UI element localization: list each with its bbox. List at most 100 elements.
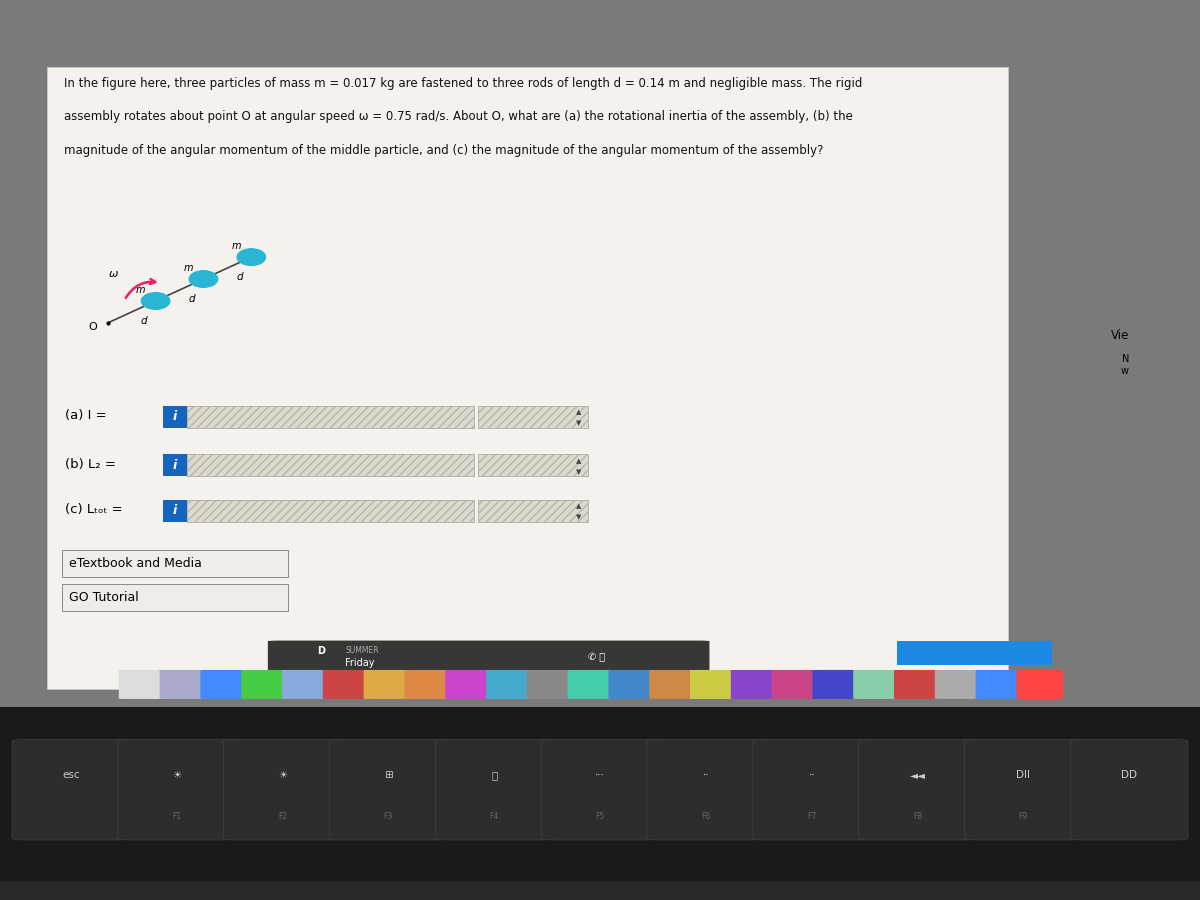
Text: ω: ω	[108, 269, 118, 279]
Text: In the figure here, three particles of mass m = 0.017 kg are fastened to three r: In the figure here, three particles of m…	[64, 76, 862, 90]
Text: ▲: ▲	[576, 458, 582, 464]
Text: DD: DD	[1121, 770, 1138, 780]
Text: magnitude of the angular momentum of the middle particle, and (c) the magnitude : magnitude of the angular momentum of the…	[64, 144, 823, 158]
Text: d: d	[140, 316, 148, 326]
Text: ⎕: ⎕	[491, 770, 497, 780]
Text: F5: F5	[595, 813, 605, 822]
FancyBboxPatch shape	[404, 670, 451, 699]
FancyBboxPatch shape	[364, 670, 410, 699]
FancyBboxPatch shape	[894, 670, 941, 699]
FancyBboxPatch shape	[0, 880, 1200, 900]
Text: Vie: Vie	[1110, 329, 1129, 342]
FancyBboxPatch shape	[62, 550, 288, 577]
FancyBboxPatch shape	[608, 670, 655, 699]
Text: F4: F4	[490, 813, 499, 822]
Text: N
w: N w	[1121, 355, 1129, 376]
FancyBboxPatch shape	[163, 500, 187, 522]
Text: F6: F6	[701, 813, 710, 822]
FancyBboxPatch shape	[976, 670, 1022, 699]
FancyBboxPatch shape	[323, 670, 370, 699]
Text: ◄◄: ◄◄	[910, 770, 925, 780]
Text: ⊞: ⊞	[384, 770, 392, 780]
Text: m: m	[184, 263, 193, 273]
FancyBboxPatch shape	[223, 740, 341, 840]
FancyBboxPatch shape	[187, 454, 474, 476]
FancyBboxPatch shape	[478, 500, 588, 522]
FancyBboxPatch shape	[187, 500, 474, 522]
FancyBboxPatch shape	[47, 67, 1008, 689]
Text: (b) L₂ =: (b) L₂ =	[65, 458, 115, 471]
Text: esc: esc	[62, 770, 79, 780]
Circle shape	[236, 248, 265, 266]
FancyBboxPatch shape	[282, 670, 329, 699]
Text: O: O	[88, 322, 97, 332]
Circle shape	[142, 292, 170, 310]
FancyBboxPatch shape	[478, 406, 588, 428]
FancyBboxPatch shape	[478, 454, 588, 476]
FancyBboxPatch shape	[935, 670, 982, 699]
Text: d: d	[236, 273, 242, 283]
Text: D: D	[318, 645, 325, 656]
FancyBboxPatch shape	[200, 670, 247, 699]
FancyBboxPatch shape	[486, 670, 533, 699]
FancyBboxPatch shape	[62, 584, 288, 611]
Text: ▼: ▼	[576, 469, 582, 475]
Text: ▼: ▼	[576, 514, 582, 520]
Text: Friday: Friday	[346, 658, 374, 668]
Text: ☀: ☀	[278, 770, 287, 780]
FancyBboxPatch shape	[445, 670, 492, 699]
FancyBboxPatch shape	[119, 670, 166, 699]
FancyBboxPatch shape	[1016, 670, 1063, 699]
FancyBboxPatch shape	[527, 670, 574, 699]
Text: eTextbook and Media: eTextbook and Media	[70, 557, 202, 570]
FancyBboxPatch shape	[163, 406, 187, 428]
Text: SUMMER: SUMMER	[346, 646, 379, 655]
FancyBboxPatch shape	[541, 740, 659, 840]
Text: ⋅⋅: ⋅⋅	[702, 770, 709, 780]
FancyBboxPatch shape	[1070, 740, 1188, 840]
Text: m: m	[136, 284, 145, 294]
FancyBboxPatch shape	[898, 641, 1051, 665]
FancyBboxPatch shape	[436, 740, 553, 840]
Circle shape	[190, 271, 218, 287]
FancyBboxPatch shape	[163, 454, 187, 476]
Text: ▼: ▼	[576, 420, 582, 427]
Text: F8: F8	[913, 813, 922, 822]
FancyBboxPatch shape	[160, 670, 206, 699]
FancyBboxPatch shape	[772, 670, 818, 699]
Text: F3: F3	[384, 813, 392, 822]
Text: (a) I =: (a) I =	[65, 410, 107, 422]
Text: i: i	[173, 410, 178, 423]
Text: GO Tutorial: GO Tutorial	[70, 591, 139, 604]
FancyBboxPatch shape	[187, 406, 474, 428]
FancyBboxPatch shape	[241, 670, 288, 699]
FancyBboxPatch shape	[568, 670, 614, 699]
Text: m: m	[232, 241, 241, 251]
Text: i: i	[173, 504, 178, 518]
FancyBboxPatch shape	[731, 670, 778, 699]
Text: assembly rotates about point O at angular speed ω = 0.75 rad/s. About O, what ar: assembly rotates about point O at angula…	[64, 111, 852, 123]
Text: ⋅⋅: ⋅⋅	[809, 770, 815, 780]
FancyBboxPatch shape	[965, 740, 1082, 840]
Text: F2: F2	[278, 813, 287, 822]
Text: F7: F7	[808, 813, 816, 822]
FancyBboxPatch shape	[330, 740, 448, 840]
Text: ▲: ▲	[576, 503, 582, 509]
Text: ▲: ▲	[576, 410, 582, 415]
FancyBboxPatch shape	[12, 740, 130, 840]
Text: ✆ ⓘ: ✆ ⓘ	[588, 652, 605, 662]
Text: F1: F1	[172, 813, 181, 822]
Text: i: i	[173, 459, 178, 472]
FancyBboxPatch shape	[690, 670, 737, 699]
FancyBboxPatch shape	[853, 670, 900, 699]
FancyBboxPatch shape	[752, 740, 870, 840]
Text: DII: DII	[1016, 770, 1031, 780]
FancyBboxPatch shape	[118, 740, 235, 840]
FancyArrowPatch shape	[126, 279, 155, 298]
FancyBboxPatch shape	[812, 670, 859, 699]
FancyBboxPatch shape	[649, 670, 696, 699]
Text: d: d	[188, 294, 196, 304]
FancyBboxPatch shape	[859, 740, 977, 840]
FancyBboxPatch shape	[647, 740, 764, 840]
Text: (c) Lₜₒₜ =: (c) Lₜₒₜ =	[65, 503, 122, 516]
